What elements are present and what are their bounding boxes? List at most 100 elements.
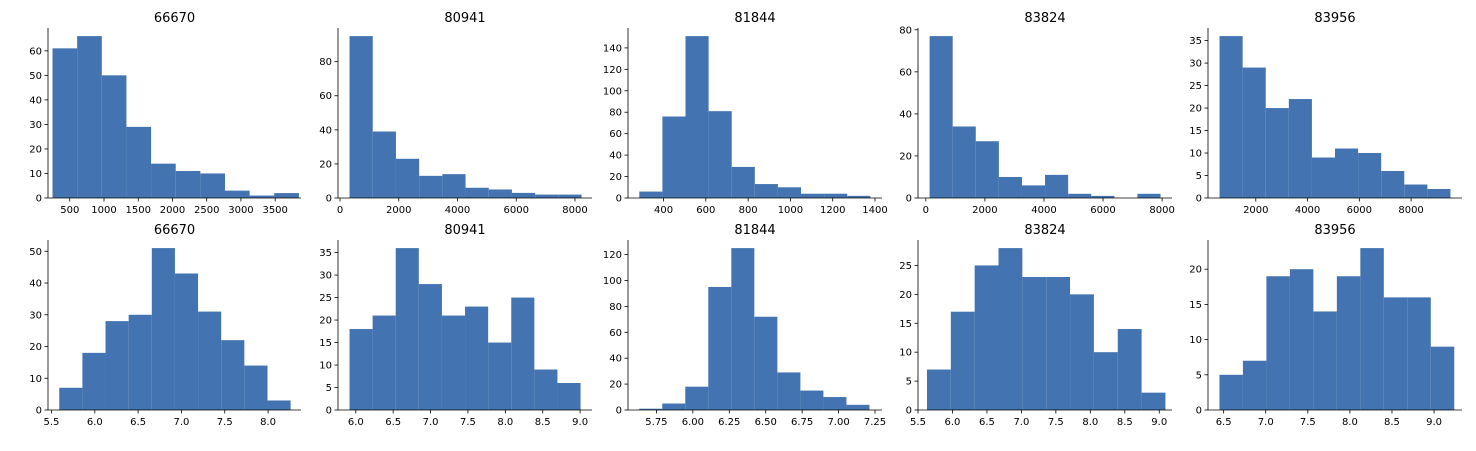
y-tick-label: 20 [1189, 265, 1202, 276]
y-tick-label: 5 [1196, 171, 1202, 182]
histogram-bar [1404, 184, 1428, 198]
histogram-bar [558, 194, 582, 198]
x-tick-label: 6.75 [791, 417, 813, 428]
histogram-bar [1336, 276, 1361, 410]
y-tick-label: 15 [1189, 300, 1202, 311]
x-tick-label: 4000 [1295, 205, 1320, 216]
x-tick-label: 8.0 [1342, 417, 1358, 428]
panel-title: 83956 [1314, 223, 1355, 238]
x-tick-label: 2500 [194, 205, 219, 216]
x-tick-label: 800 [739, 205, 758, 216]
x-tick-label: 7.0 [1013, 417, 1029, 428]
y-tick-label: 140 [603, 43, 622, 54]
x-tick-label: 4000 [445, 205, 470, 216]
x-tick-label: 7.25 [864, 417, 886, 428]
y-tick-label: 10 [319, 361, 332, 372]
y-tick-label: 0 [36, 406, 42, 417]
histogram-bar [1242, 67, 1266, 198]
x-tick-label: 5.75 [645, 417, 667, 428]
y-tick-label: 15 [899, 319, 912, 330]
y-tick-label: 60 [609, 129, 622, 140]
y-tick-label: 100 [603, 86, 622, 97]
y-tick-label: 30 [1189, 59, 1202, 70]
x-tick-label: 8000 [562, 205, 587, 216]
y-tick-label: 100 [603, 276, 622, 287]
histogram-bar [1381, 171, 1405, 198]
histogram-bar [846, 404, 870, 410]
panel-title: 80941 [444, 11, 485, 26]
histogram-bar [395, 158, 420, 198]
x-tick-label: 8.0 [260, 417, 276, 428]
x-tick-label: 6000 [1090, 205, 1115, 216]
histogram-bar [52, 48, 78, 199]
histogram-bar [267, 400, 291, 410]
histogram-bar [754, 316, 778, 410]
y-tick-label: 0 [1196, 406, 1202, 417]
histogram-bar [1093, 352, 1118, 410]
histogram-bar [418, 284, 442, 410]
x-tick-label: 7.0 [173, 417, 189, 428]
y-tick-label: 80 [319, 57, 332, 68]
histogram-bar [1141, 392, 1166, 410]
y-tick-label: 50 [29, 247, 42, 258]
histogram-bar [731, 248, 755, 410]
x-tick-label: 7.5 [1048, 417, 1064, 428]
histogram-bar [824, 193, 848, 198]
x-tick-label: 6000 [504, 205, 529, 216]
histogram-bar [198, 311, 222, 410]
y-tick-label: 20 [319, 159, 332, 170]
x-tick-label: 8000 [1398, 205, 1423, 216]
y-tick-label: 80 [609, 302, 622, 313]
y-tick-label: 0 [616, 406, 622, 417]
y-tick-label: 25 [1189, 81, 1202, 92]
y-tick-label: 20 [319, 316, 332, 327]
histogram-bar [1289, 269, 1314, 410]
histogram-bar [200, 173, 225, 198]
histogram-bar [488, 189, 512, 198]
x-tick-label: 6.0 [945, 417, 961, 428]
y-tick-label: 0 [326, 406, 332, 417]
histogram-bar [395, 248, 419, 410]
y-tick-label: 10 [899, 348, 912, 359]
x-tick-label: 1500 [126, 205, 151, 216]
histogram-bar [59, 387, 83, 410]
x-tick-label: 0 [923, 205, 929, 216]
histogram-bar [639, 408, 663, 410]
histogram-bar [1068, 193, 1092, 198]
histogram-bar [151, 163, 176, 198]
histogram-bar [174, 273, 199, 410]
x-tick-label: 7.0 [423, 417, 439, 428]
x-tick-label: 6.0 [87, 417, 103, 428]
x-tick-label: 1000 [778, 205, 803, 216]
histogram-bar [1219, 374, 1243, 410]
x-tick-label: 600 [696, 205, 715, 216]
y-tick-label: 40 [29, 95, 42, 106]
histogram-bar [442, 174, 466, 198]
histogram-bar [1046, 277, 1071, 410]
y-tick-label: 10 [29, 374, 42, 385]
histogram-bar [105, 321, 129, 410]
x-tick-label: 5.5 [44, 417, 60, 428]
histogram-bar [1313, 311, 1337, 410]
x-tick-label: 6.5 [385, 417, 401, 428]
histogram-bar [1288, 99, 1312, 198]
x-tick-label: 6.00 [682, 417, 704, 428]
histogram-bar [731, 166, 755, 198]
y-tick-label: 40 [899, 109, 912, 120]
histogram-bar [1242, 360, 1267, 410]
x-tick-label: 5.5 [910, 417, 926, 428]
histogram-bar [998, 248, 1023, 410]
histogram-bar [1383, 297, 1408, 410]
histogram-bar [929, 36, 953, 198]
histogram-bar [1117, 329, 1142, 410]
panel-title: 81844 [734, 223, 775, 238]
histogram-bar [1266, 276, 1290, 410]
histogram-bar [926, 369, 951, 410]
panel-title: 83824 [1024, 223, 1065, 238]
histogram-bar [557, 383, 581, 410]
x-tick-label: 9.0 [1426, 417, 1442, 428]
panel-title: 66670 [154, 223, 195, 238]
histogram-bar [685, 386, 709, 410]
